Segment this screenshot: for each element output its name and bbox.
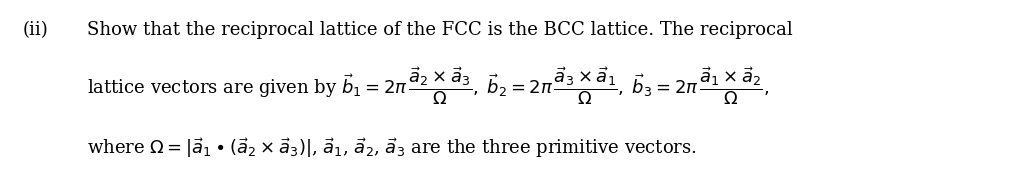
Text: where $\Omega = |\vec{a}_1 \bullet (\vec{a}_2 \times \vec{a}_3)|$, $\vec{a}_1$, : where $\Omega = |\vec{a}_1 \bullet (\vec… — [87, 136, 698, 160]
Text: Show that the reciprocal lattice of the FCC is the BCC lattice. The reciprocal: Show that the reciprocal lattice of the … — [87, 21, 793, 39]
Text: lattice vectors are given by $\vec{b}_1 = 2\pi\,\dfrac{\vec{a}_2 \times \vec{a}_: lattice vectors are given by $\vec{b}_1 … — [87, 65, 770, 107]
Text: (ii): (ii) — [23, 21, 48, 39]
